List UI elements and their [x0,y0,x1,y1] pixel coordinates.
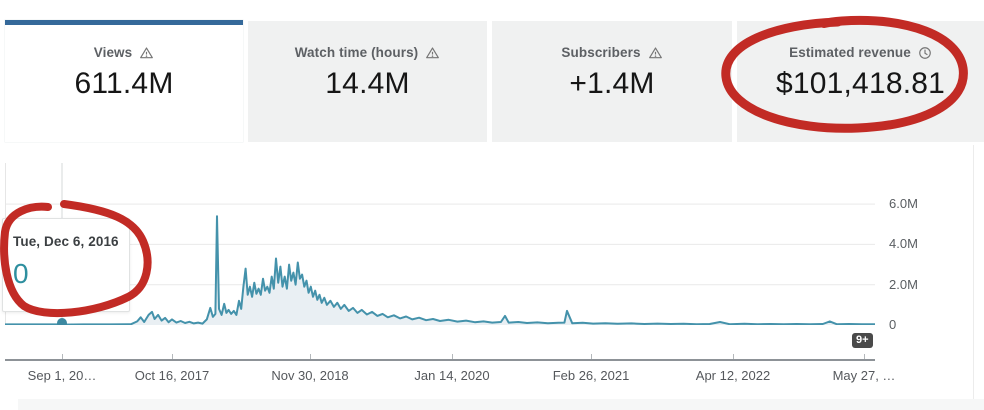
y-tick-label: 4.0M [889,236,918,252]
tab-revenue-value: $101,418.81 [775,67,946,100]
warning-icon [425,46,440,60]
tooltip-value: 0 [13,258,29,289]
timeline-overflow-badge: 9+ [852,333,873,348]
tab-watch-time-value: 14.4M [325,67,410,100]
tab-subscribers-label: Subscribers [561,45,641,60]
x-tick-mark [452,354,453,359]
x-tick-mark [864,354,865,359]
views-area-fill [5,216,875,325]
tab-estimated-revenue[interactable]: Estimated revenue $101,418.81 [737,21,984,142]
tab-views-value: 611.4M [74,67,174,100]
views-over-time-chart[interactable] [5,163,875,325]
x-tick-mark [733,354,734,359]
tab-watch-time[interactable]: Watch time (hours) 14.4M [248,21,487,142]
y-tick-label: 2.0M [889,276,918,292]
x-axis-line [5,359,875,361]
hover-point-dot[interactable] [57,318,67,325]
views-line [5,215,875,325]
warning-icon [139,46,154,60]
tab-views-label: Views [93,45,133,60]
clock-icon [918,46,932,60]
tab-subscribers-value: +1.4M [569,67,655,100]
x-tick-label: Jan 14, 2020 [414,368,490,383]
next-section-edge [18,399,984,410]
tab-subscribers[interactable]: Subscribers +1.4M [492,21,732,142]
chart-gridlines [5,203,875,286]
x-tick-mark [62,354,63,359]
tab-watch-time-label: Watch time (hours) [294,45,419,60]
chart-tooltip: Tue, Dec 6, 2016 0 [2,218,130,312]
x-tick-mark [310,354,311,359]
x-tick-label: May 27, … [832,368,896,383]
x-tick-label: Oct 16, 2017 [134,368,210,383]
x-tick-mark [591,354,592,359]
x-tick-label: Apr 12, 2022 [695,368,771,383]
tab-views[interactable]: Views 611.4M [5,20,243,142]
tooltip-date: Tue, Dec 6, 2016 [13,234,119,249]
warning-icon [648,46,663,60]
tab-revenue-label: Estimated revenue [789,45,911,60]
y-tick-label: 0 [889,317,897,332]
x-tick-label: Feb 26, 2021 [552,368,630,383]
y-tick-label: 6.0M [889,196,918,212]
x-tick-label: Sep 1, 20… [27,368,97,383]
card-right-edge [973,145,974,405]
x-tick-label: Nov 30, 2018 [271,368,349,383]
x-tick-mark [172,354,173,359]
